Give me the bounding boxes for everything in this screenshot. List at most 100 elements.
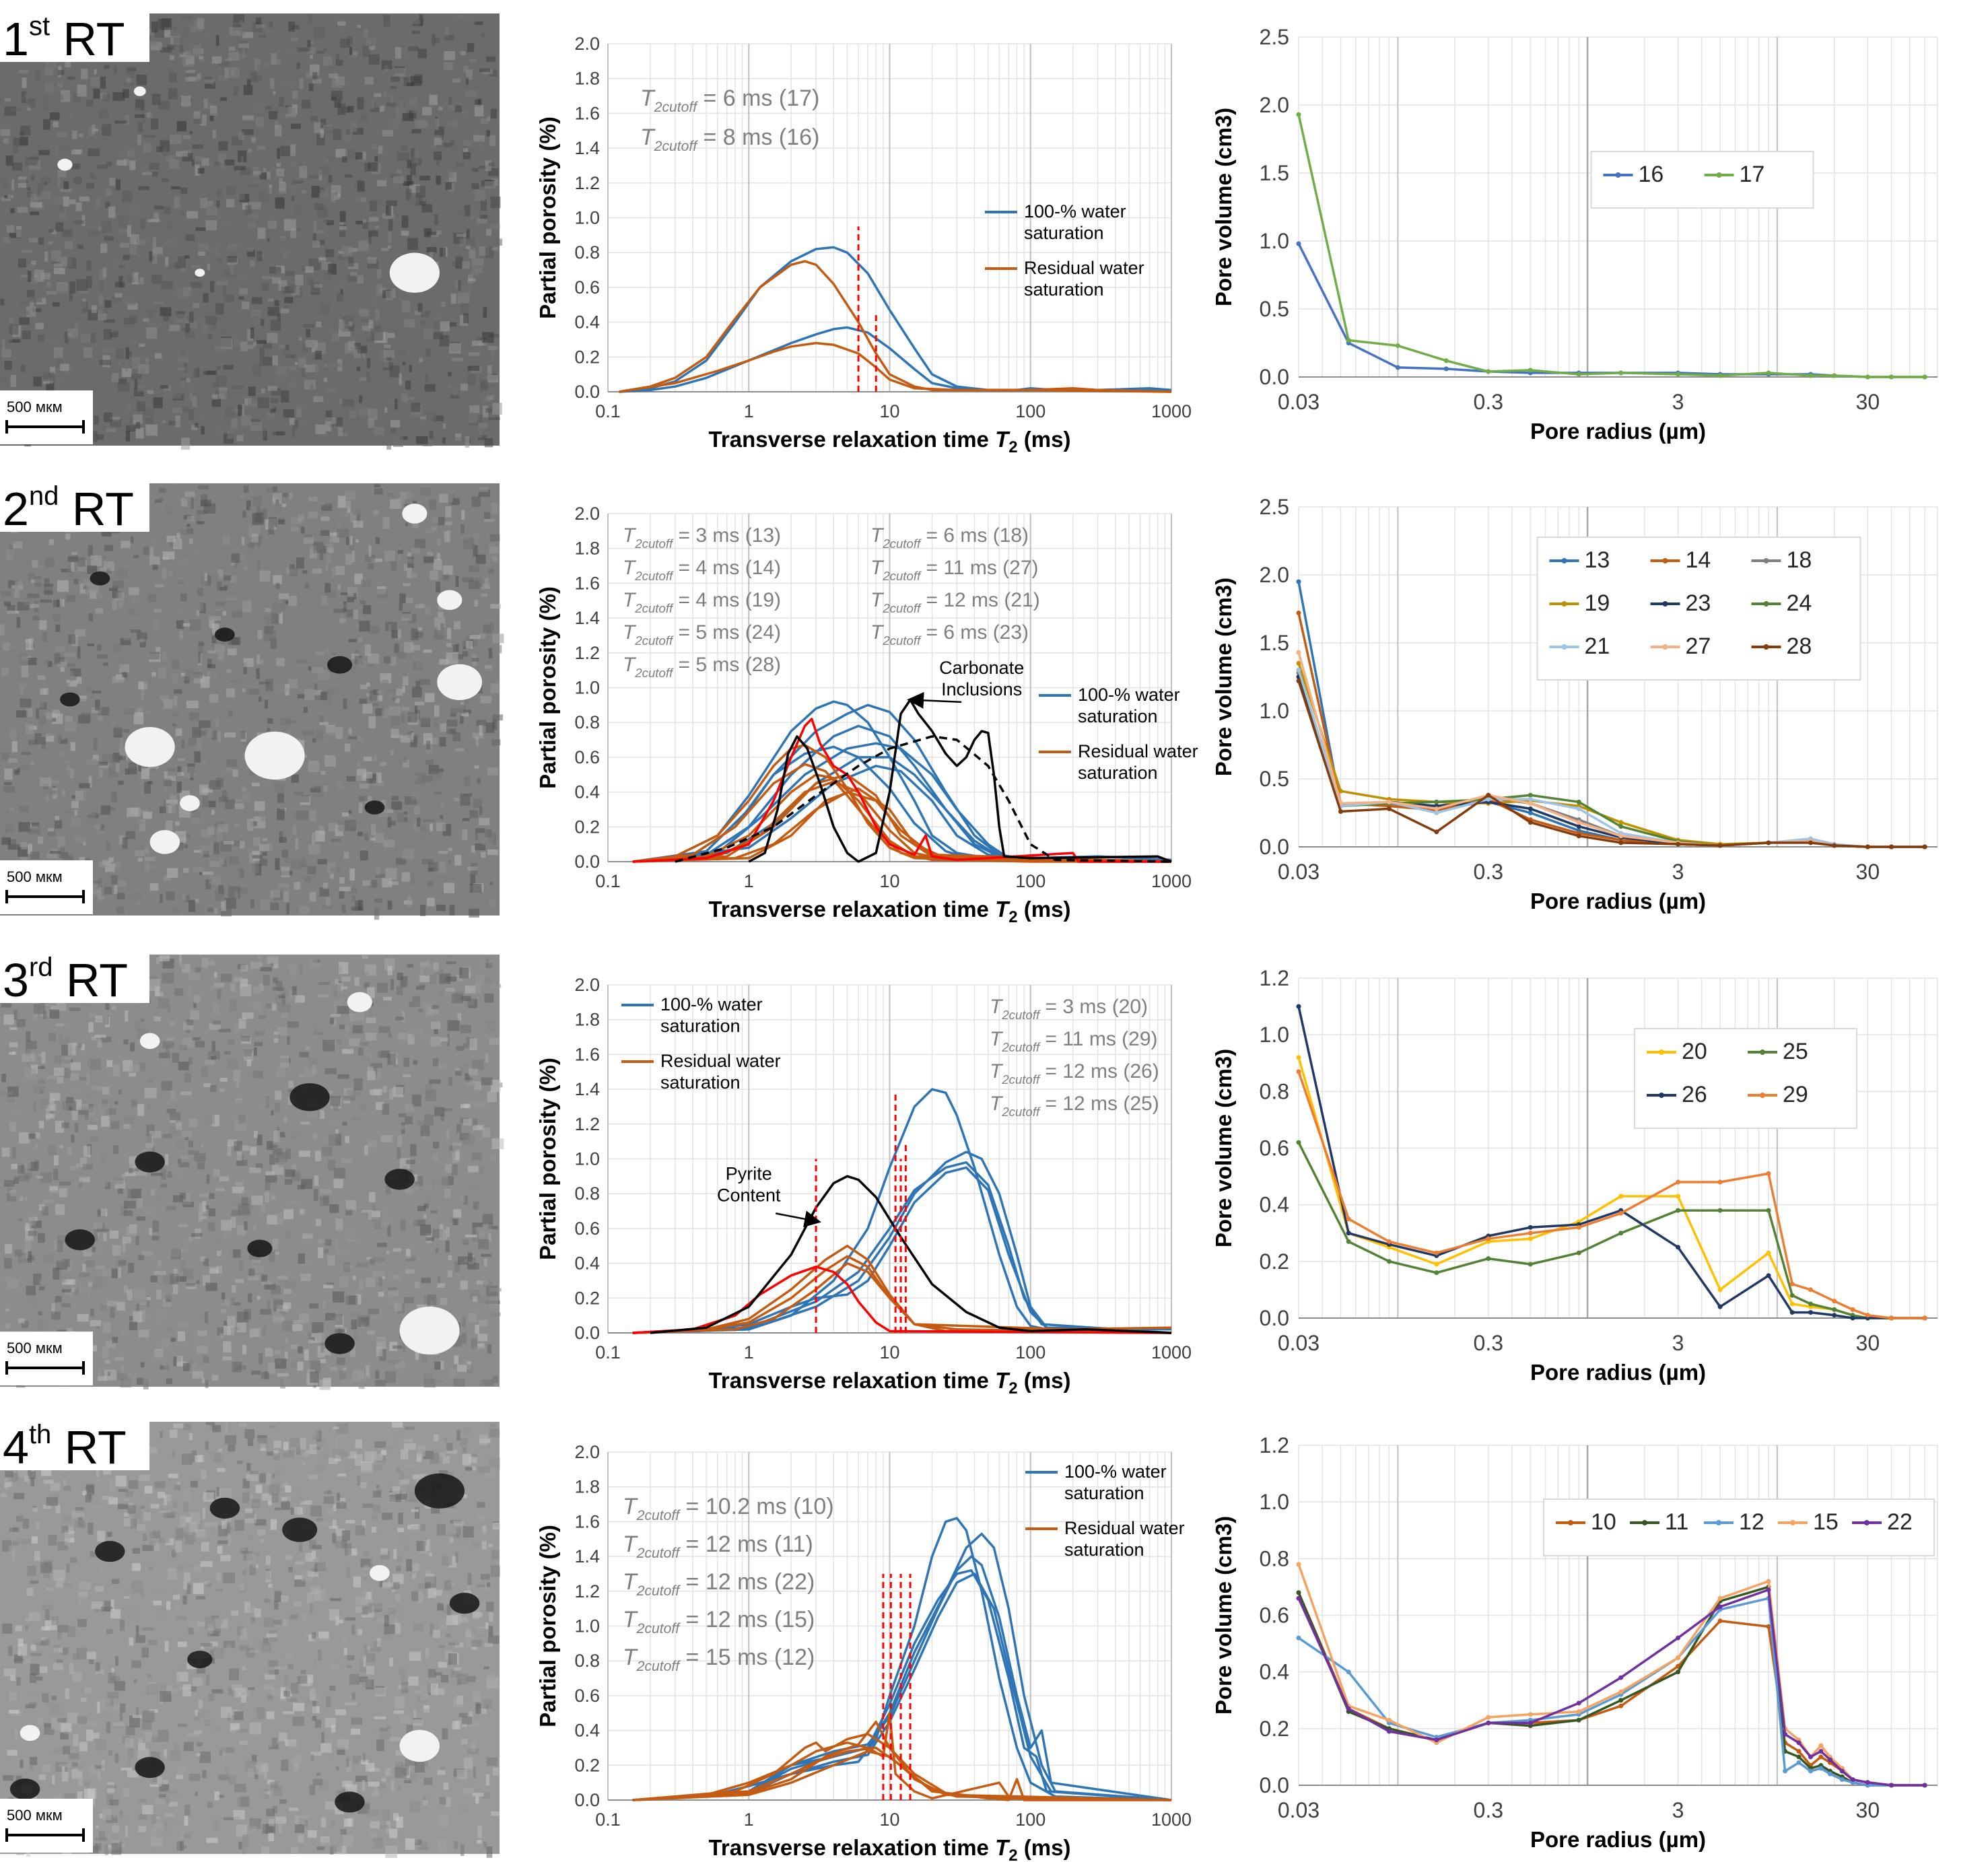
ct-grain	[145, 672, 152, 685]
ct-grain	[32, 1220, 42, 1229]
ct-grain	[164, 780, 172, 786]
ct-grain	[80, 334, 91, 343]
ct-grain	[133, 555, 139, 559]
ct-grain	[383, 15, 390, 27]
ct-grain	[164, 1327, 175, 1332]
ct-grain	[287, 1036, 290, 1045]
ct-bright-inclusion	[347, 992, 372, 1012]
ct-grain	[409, 365, 412, 372]
ct-grain	[125, 1171, 136, 1177]
ct-grain	[399, 602, 403, 611]
ct-grain	[49, 1093, 61, 1101]
ct-grain	[230, 1325, 234, 1336]
ct-grain	[16, 710, 28, 718]
ct-grain	[219, 1078, 228, 1082]
ct-grain	[228, 46, 236, 51]
ct-grain	[208, 800, 216, 808]
ct-grain	[281, 1496, 287, 1503]
ct-grain	[256, 251, 263, 262]
ct-grain	[238, 1019, 246, 1029]
ct-grain	[297, 47, 309, 52]
ct-grain	[67, 1065, 72, 1076]
ct-grain	[242, 301, 250, 310]
ct-grain	[370, 100, 375, 110]
ct-grain	[246, 1463, 251, 1472]
ct-grain	[278, 519, 285, 525]
ct-grain	[303, 537, 314, 544]
ct-grain	[336, 1423, 349, 1434]
ct-grain	[439, 493, 448, 503]
ct-grain	[193, 866, 204, 872]
ct-grain	[238, 887, 248, 894]
ct-grain	[322, 904, 334, 909]
ct-grain	[5, 1308, 10, 1311]
ct-grain	[393, 176, 405, 184]
ct-grain	[287, 48, 295, 53]
ct-grain	[296, 1445, 300, 1453]
ct-grain	[272, 1152, 276, 1163]
ct-grain	[189, 539, 193, 545]
ct-grain	[381, 543, 388, 547]
ct-grain	[174, 197, 180, 209]
ct-grain	[265, 679, 273, 691]
ct-grain	[438, 862, 446, 874]
ct-grain	[123, 1124, 131, 1130]
ct-grain	[123, 158, 131, 166]
ct-grain	[308, 512, 318, 519]
ct-grain	[292, 180, 304, 184]
ct-grain	[192, 549, 202, 554]
ct-grain	[166, 891, 175, 901]
ct-grain	[392, 288, 396, 298]
ct-grain	[257, 63, 266, 70]
ct-grain	[168, 1476, 171, 1483]
ct-grain	[438, 1661, 447, 1668]
ct-grain	[419, 1225, 432, 1236]
ct-grain	[415, 701, 425, 705]
ct-grain	[241, 792, 251, 802]
ct-grain	[312, 240, 320, 248]
ct-grain	[240, 978, 248, 987]
ct-grain	[162, 314, 170, 322]
ct-grain	[455, 255, 462, 267]
ct-grain	[251, 1503, 263, 1507]
ct-grain	[438, 850, 448, 854]
ct-grain	[416, 658, 425, 668]
ct-grain	[405, 1269, 415, 1274]
ct-grain	[300, 1209, 304, 1214]
ct-grain	[48, 1111, 54, 1114]
ct-grain	[139, 809, 149, 815]
ct-grain	[427, 867, 434, 872]
ct-grain	[251, 1371, 261, 1375]
ct-grain	[374, 156, 378, 162]
ct-grain	[61, 739, 68, 745]
ct-grain	[225, 1422, 228, 1432]
ct-grain	[192, 808, 201, 818]
ct-grain	[469, 908, 479, 918]
ct-grain	[377, 982, 388, 993]
ct-grain	[7, 605, 15, 613]
ct-grain	[350, 512, 356, 523]
ct-grain	[70, 1073, 79, 1080]
ct-grain	[480, 118, 488, 125]
ct-grain	[206, 370, 217, 375]
ct-grain	[237, 1311, 248, 1323]
ct-grain	[424, 528, 435, 534]
ct-grain	[390, 76, 400, 82]
ct-grain	[69, 768, 74, 779]
ct-grain	[186, 1517, 192, 1523]
ct-grain	[129, 1316, 134, 1321]
ct-grain	[102, 267, 107, 278]
ct-grain	[467, 278, 476, 281]
ct-grain	[320, 1196, 328, 1206]
ct-grain	[352, 1275, 356, 1280]
ct-grain	[324, 1249, 329, 1253]
ct-grain	[273, 176, 278, 180]
ct-grain	[199, 1203, 206, 1214]
ct-grain	[44, 578, 50, 586]
ct-grain	[54, 1067, 65, 1076]
ct-grain	[449, 1218, 456, 1223]
ct-grain	[184, 254, 190, 259]
ct-grain	[328, 174, 333, 183]
ct-grain	[362, 703, 373, 714]
ct-grain	[221, 1292, 226, 1303]
